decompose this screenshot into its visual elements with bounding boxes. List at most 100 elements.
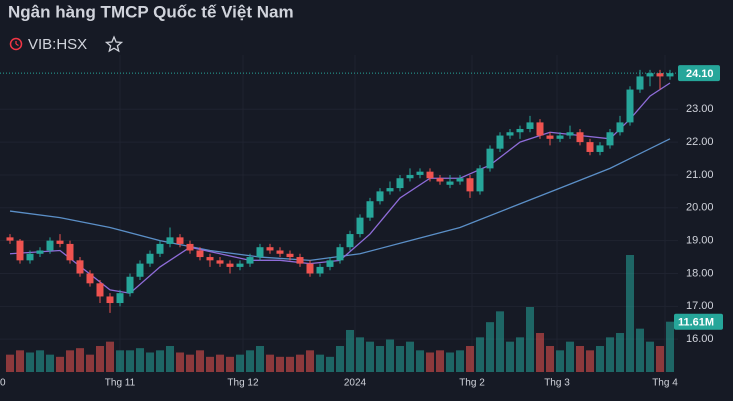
candle-body: [256, 247, 264, 258]
x-tick-label: 2024: [344, 378, 367, 389]
candle-body: [176, 237, 184, 244]
volume-bar: [16, 350, 24, 372]
candle-body: [46, 240, 54, 251]
volume-bar: [536, 333, 544, 372]
volume-bar: [616, 333, 624, 372]
candle-body: [296, 257, 304, 264]
candle-body: [166, 237, 174, 244]
volume-bar: [406, 341, 414, 372]
volume-bar: [296, 354, 304, 372]
candle-body: [246, 257, 254, 264]
volume-bar: [486, 322, 494, 372]
candle-body: [546, 135, 554, 139]
candle-body: [96, 283, 104, 297]
volume-bar: [96, 346, 104, 372]
candle-body: [6, 237, 14, 241]
candle-body: [316, 266, 324, 274]
volume-bar: [586, 350, 594, 372]
candle-body: [576, 132, 584, 143]
candle-body: [556, 135, 564, 139]
candle-body: [536, 122, 544, 136]
volume-bar: [306, 350, 314, 372]
candle-body: [606, 132, 614, 146]
y-tick-label: 23.00: [686, 103, 714, 115]
x-tick-label: Thg 3: [544, 378, 570, 389]
volume-bar: [86, 354, 94, 372]
volume-bar: [416, 350, 424, 372]
candle-body: [136, 263, 144, 277]
candle-body: [406, 174, 414, 179]
volume-bar: [326, 356, 334, 372]
volume-bar: [156, 350, 164, 372]
candle-body: [286, 253, 294, 258]
volume-bar: [246, 350, 254, 372]
candle-body: [356, 217, 364, 235]
volume-bar: [506, 341, 514, 372]
volume-bar: [336, 346, 344, 372]
candle-body: [56, 240, 64, 244]
candle-body: [506, 132, 514, 136]
volume-bar: [36, 350, 44, 372]
volume-bar: [656, 346, 664, 372]
candle-body: [636, 76, 644, 90]
volume-bar: [316, 354, 324, 372]
y-tick-label: 20.00: [686, 202, 714, 214]
candle-body: [496, 135, 504, 149]
volume-bar: [526, 307, 534, 372]
candle-body: [226, 263, 234, 267]
x-tick-label: Thg 4: [652, 378, 678, 389]
candle-body: [656, 73, 664, 77]
x-tick-label: Thg 2: [459, 378, 485, 389]
candle-body: [516, 128, 524, 133]
candle-body: [26, 253, 34, 261]
volume-bar: [646, 341, 654, 372]
candle-body: [36, 250, 44, 254]
volume-bar: [626, 255, 634, 372]
volume-bar: [666, 321, 674, 372]
candle-body: [206, 257, 214, 261]
volume-bar: [496, 311, 504, 372]
y-tick-label: 17.00: [686, 300, 714, 312]
volume-bar: [176, 352, 184, 372]
favorite-star[interactable]: [104, 35, 124, 53]
candle-body: [156, 243, 164, 254]
candle-body: [456, 178, 464, 182]
candle-body: [566, 132, 574, 136]
candle-body: [476, 168, 484, 192]
candle-body: [116, 293, 124, 304]
candle-body: [596, 145, 604, 152]
candle-body: [196, 250, 204, 258]
candle-body: [146, 253, 154, 264]
candle-body: [76, 260, 84, 274]
volume-bar: [276, 356, 284, 372]
volume-bar: [566, 341, 574, 372]
volume-bar: [26, 352, 34, 372]
y-tick-label: 21.00: [686, 169, 714, 181]
volume-label-box: [674, 313, 723, 330]
volume-bar: [606, 337, 614, 372]
candle-body: [376, 191, 384, 202]
candle-body: [646, 73, 654, 77]
volume-bar: [576, 346, 584, 372]
volume-bar: [126, 350, 134, 372]
price-axis: 16.00 17.00 18.00 19.00 20.00 21.00 22.00 23.00…: [674, 65, 723, 345]
volume-bar: [436, 350, 444, 372]
title: Ngân hàng TMCP Quốc tế Việt Nam: [8, 2, 294, 21]
moving-average: [9, 82, 671, 294]
y-tick-label: 18.00: [686, 267, 714, 279]
candle-body: [386, 188, 394, 192]
y-tick-label: 22.00: [686, 136, 714, 148]
y-tick-label: 19.00: [686, 235, 714, 247]
candle-body: [186, 243, 194, 251]
volume-bar: [6, 354, 14, 372]
volume-bar: [356, 337, 364, 372]
y-tick-label: 16.00: [686, 333, 714, 345]
x-tick-label: Thg 10: [0, 378, 6, 389]
candle-body: [446, 181, 454, 185]
candle-body: [126, 276, 134, 294]
volume-bar: [56, 356, 64, 372]
volume-bar: [346, 329, 354, 372]
candle-body: [366, 201, 374, 218]
plot-area: Thg 10 Thg 11 Thg 12 2024 Thg 2 Thg 3 Thg 4: [0, 55, 678, 389]
volume-bar: [66, 350, 74, 372]
